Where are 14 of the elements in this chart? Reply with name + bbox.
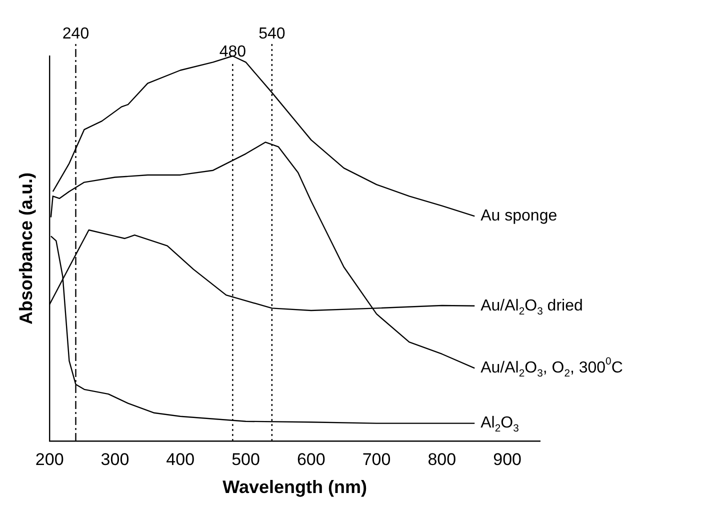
x-tick-label: 800 <box>428 450 456 469</box>
y-axis-title: Absorbance (a.u.) <box>16 172 36 325</box>
x-tick-label: 600 <box>296 450 326 469</box>
x-tick-label: 500 <box>232 450 260 469</box>
x-tick-label: 900 <box>493 450 522 469</box>
ref-line-label: 240 <box>62 25 90 42</box>
x-tick-label: 700 <box>362 450 391 469</box>
ref-line-label: 540 <box>258 25 286 42</box>
series-label: Au sponge <box>480 208 558 225</box>
x-tick-label: 400 <box>166 450 195 469</box>
ref-line-label: 480 <box>219 43 246 60</box>
x-tick-label: 300 <box>100 450 130 469</box>
x-axis-title: Wavelength (nm) <box>222 477 367 498</box>
x-tick-label: 200 <box>35 450 64 469</box>
